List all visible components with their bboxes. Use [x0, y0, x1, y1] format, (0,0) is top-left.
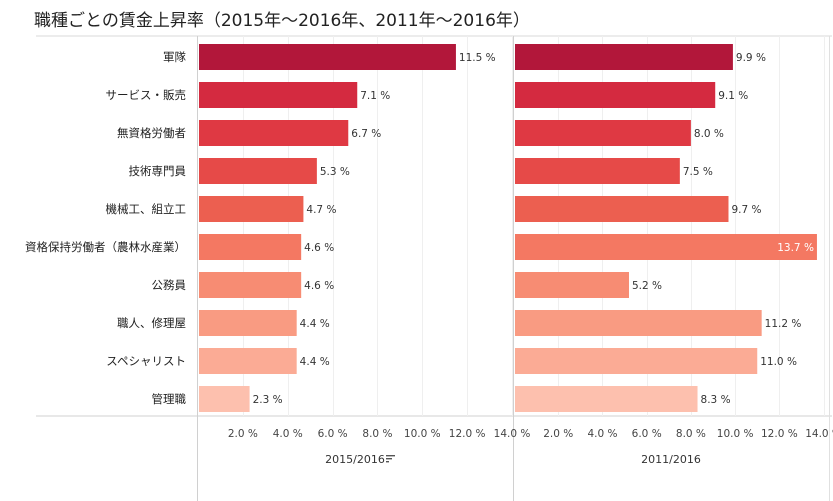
tick-label: 2.0 %: [228, 428, 258, 440]
tick-label: 12.0 %: [761, 428, 798, 440]
data-label: 5.3 %: [320, 166, 350, 178]
tick-label: 14.0 %: [805, 428, 833, 440]
data-label: 9.7 %: [731, 204, 761, 216]
tick-label: 10.0 %: [404, 428, 441, 440]
data-label: 9.9 %: [736, 52, 766, 64]
category-label: 無資格労働者: [117, 126, 186, 140]
category-label: 公務員: [152, 278, 187, 292]
data-label: 4.7 %: [306, 204, 336, 216]
data-label: 7.5 %: [683, 166, 713, 178]
data-label: 11.2 %: [765, 318, 802, 330]
data-label: 4.6 %: [304, 242, 334, 254]
sort-descending-icon[interactable]: [386, 455, 395, 463]
data-label: 7.1 %: [360, 90, 390, 102]
panel-title: 2015/2016: [325, 453, 385, 466]
bar: [199, 120, 349, 146]
tick-label: 2.0 %: [543, 428, 573, 440]
category-label: 技術専門員: [129, 164, 187, 178]
bar: [515, 310, 762, 336]
tick-label: 4.0 %: [273, 428, 303, 440]
bar: [199, 158, 317, 184]
bar: [515, 158, 680, 184]
tick-label: 12.0 %: [449, 428, 486, 440]
bar: [199, 196, 304, 222]
bar: [199, 272, 302, 298]
bar: [515, 120, 691, 146]
data-label: 9.1 %: [718, 90, 748, 102]
bar: [199, 44, 456, 70]
data-label: 5.2 %: [632, 280, 662, 292]
tick-label: 4.0 %: [587, 428, 617, 440]
data-label: 4.4 %: [300, 318, 330, 330]
data-label: 8.3 %: [701, 394, 731, 406]
category-label: 職人、修理屋: [117, 316, 186, 330]
tick-label: 14.0 %: [494, 428, 531, 440]
category-label: 機械工、組立工: [106, 202, 187, 216]
data-label: 8.0 %: [694, 128, 724, 140]
bar: [199, 310, 297, 336]
chart-title: 職種ごとの賃金上昇率（2015年～2016年、2011年～2016年）: [34, 11, 530, 31]
data-label: 13.7 %: [777, 242, 814, 254]
bar: [199, 386, 250, 412]
data-label: 4.6 %: [304, 280, 334, 292]
bar: [199, 348, 297, 374]
data-label: 11.0 %: [760, 356, 797, 368]
tick-label: 8.0 %: [676, 428, 706, 440]
bar: [199, 234, 302, 260]
tick-label: 10.0 %: [717, 428, 754, 440]
bar: [515, 82, 716, 108]
data-label: 4.4 %: [300, 356, 330, 368]
bar: [515, 386, 698, 412]
panel-title: 2011/2016: [641, 453, 701, 466]
bar: [515, 234, 817, 260]
bar: [515, 272, 629, 298]
category-label: 資格保持労働者（農林水産業）: [25, 240, 186, 254]
category-label: サービス・販売: [106, 88, 187, 102]
bar: [199, 82, 358, 108]
bar: [515, 348, 758, 374]
data-label: 6.7 %: [351, 128, 381, 140]
bar: [515, 44, 733, 70]
bar: [515, 196, 729, 222]
data-label: 11.5 %: [459, 52, 496, 64]
tick-label: 6.0 %: [318, 428, 348, 440]
data-label: 2.3 %: [253, 394, 283, 406]
tick-label: 8.0 %: [362, 428, 392, 440]
category-label: 軍隊: [163, 50, 186, 64]
tick-label: 6.0 %: [632, 428, 662, 440]
category-label: 管理職: [152, 392, 187, 406]
category-label: スペシャリスト: [106, 354, 186, 368]
